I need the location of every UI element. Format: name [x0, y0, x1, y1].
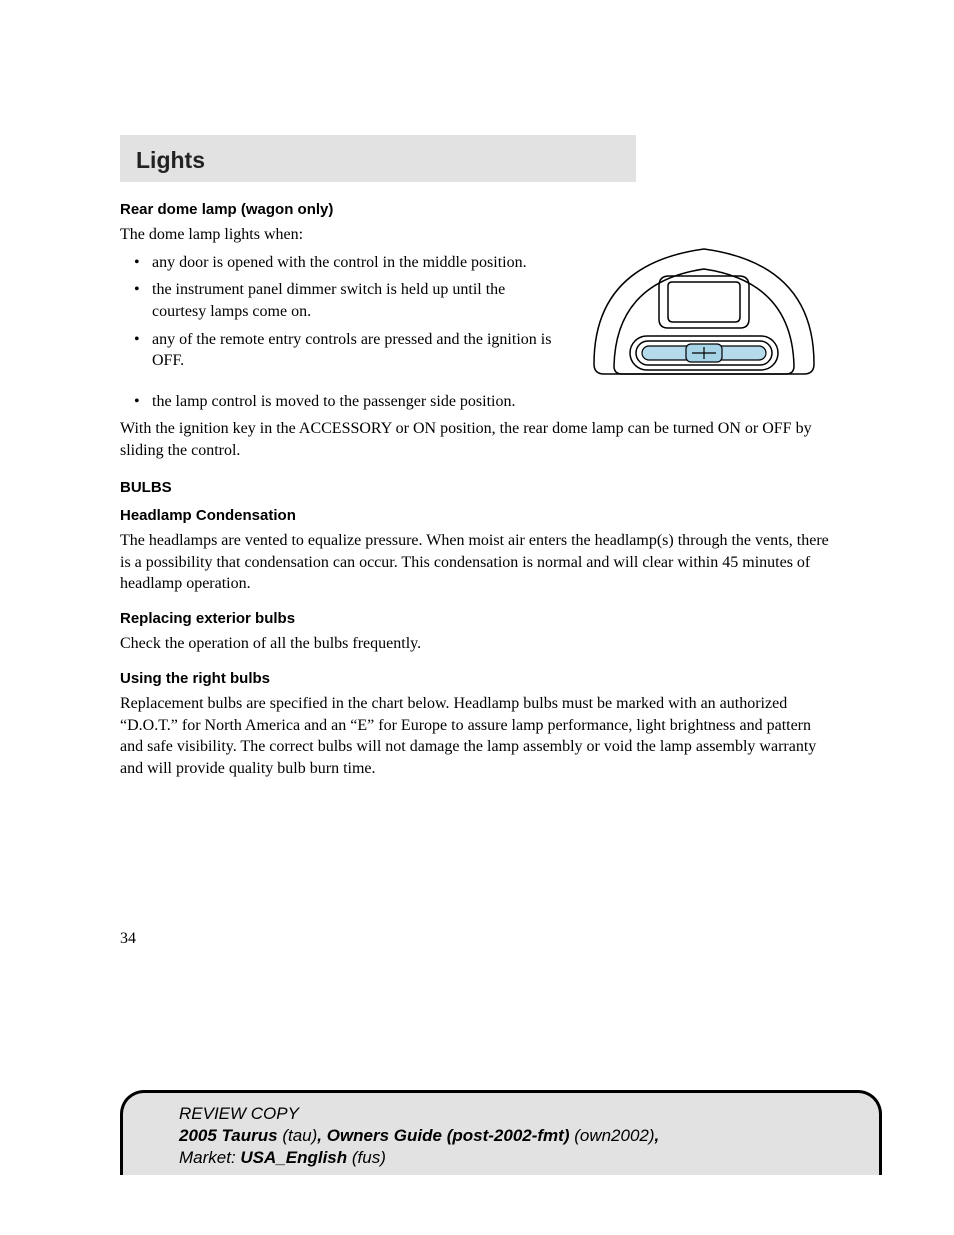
- replacing-body: Check the operation of all the bulbs fre…: [120, 633, 834, 655]
- heading-right-bulbs: Using the right bulbs: [120, 669, 834, 689]
- list-item: any door is opened with the control in t…: [138, 252, 554, 274]
- list-item: the instrument panel dimmer switch is he…: [138, 279, 554, 322]
- right-column: [574, 224, 834, 391]
- bullet-list-full: the lamp control is moved to the passeng…: [120, 391, 834, 413]
- footer-text: (fus): [347, 1148, 386, 1167]
- heading-condensation: Headlamp Condensation: [120, 506, 834, 526]
- page-number: 34: [120, 930, 136, 948]
- footer-text: , Owners Guide (post-2002-fmt): [317, 1126, 569, 1145]
- condensation-body: The headlamps are vented to equalize pre…: [120, 530, 834, 595]
- list-item: the lamp control is moved to the passeng…: [138, 391, 834, 413]
- page-container: Lights Rear dome lamp (wagon only) The d…: [0, 0, 954, 1235]
- footer-text: ,: [655, 1126, 660, 1145]
- heading-rear-dome: Rear dome lamp (wagon only): [120, 200, 834, 220]
- footer-text: 2005 Taurus: [179, 1126, 278, 1145]
- highlight-switch: [642, 344, 766, 362]
- footer-text: Market:: [179, 1148, 240, 1167]
- list-item: any of the remote entry controls are pre…: [138, 329, 554, 372]
- footer-text: (own2002): [569, 1126, 654, 1145]
- right-bulbs-body: Replacement bulbs are specified in the c…: [120, 693, 834, 779]
- footer-line-2: 2005 Taurus (tau), Owners Guide (post-20…: [179, 1125, 839, 1147]
- footer-line-1: REVIEW COPY: [179, 1103, 839, 1125]
- footer-line-3: Market: USA_English (fus): [179, 1147, 839, 1169]
- left-column: The dome lamp lights when: any door is o…: [120, 224, 554, 378]
- section-title: Lights: [136, 147, 620, 174]
- two-column-row: The dome lamp lights when: any door is o…: [120, 224, 834, 391]
- footer-box: REVIEW COPY 2005 Taurus (tau), Owners Gu…: [120, 1090, 882, 1175]
- dome-lamp-illustration: [574, 224, 834, 384]
- section-header: Lights: [120, 135, 636, 182]
- footer-text: USA_English: [240, 1148, 347, 1167]
- heading-bulbs: BULBS: [120, 478, 834, 498]
- heading-replacing: Replacing exterior bulbs: [120, 609, 834, 629]
- bullet-list-left: any door is opened with the control in t…: [120, 252, 554, 372]
- footer-text: (tau): [278, 1126, 318, 1145]
- rear-dome-intro: The dome lamp lights when:: [120, 224, 554, 246]
- content-area: Rear dome lamp (wagon only) The dome lam…: [120, 200, 834, 779]
- rear-dome-after: With the ignition key in the ACCESSORY o…: [120, 418, 834, 461]
